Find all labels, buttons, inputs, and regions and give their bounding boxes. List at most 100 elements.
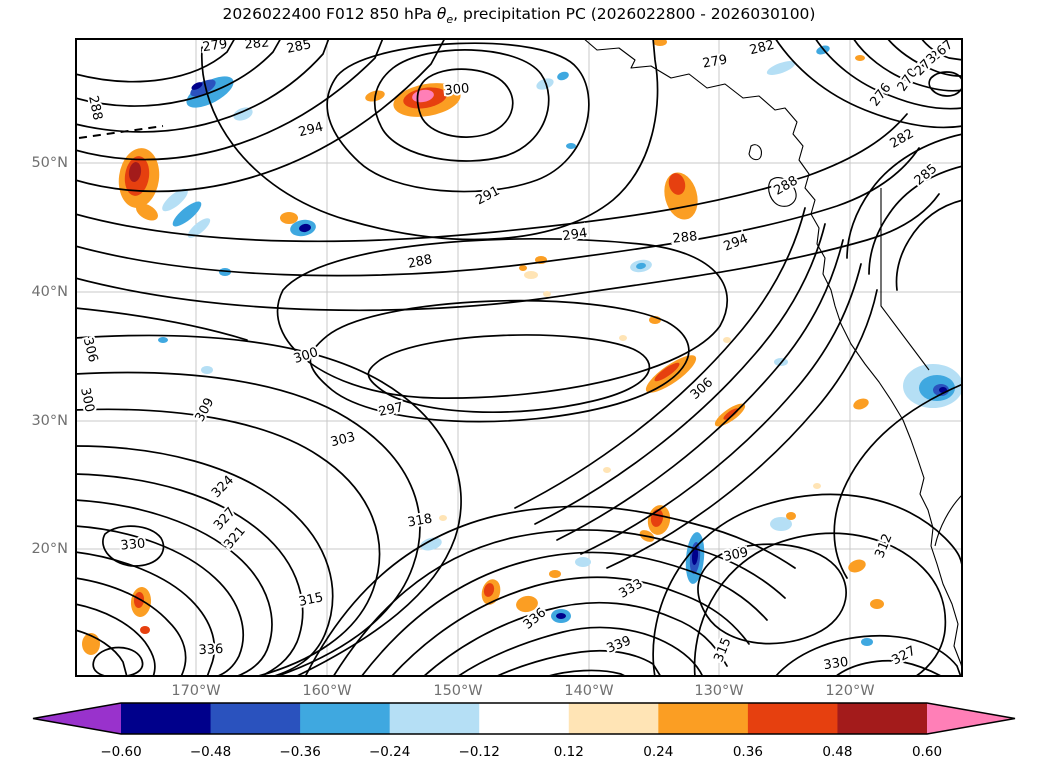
contour-label: 300 (77, 386, 97, 413)
colorbar: −0.60 −0.48 −0.36 −0.24 −0.12 0.12 0.24 0.36 0.4… (32, 702, 1016, 760)
anomaly-blob (557, 71, 569, 81)
anomaly-blob (853, 398, 869, 410)
anomaly-blob (133, 592, 145, 608)
contour-label: 315 (297, 590, 324, 610)
colorbar-segment (479, 703, 570, 734)
anomaly-blob (636, 262, 646, 270)
anomaly-blob (870, 599, 884, 609)
axes-frame (75, 38, 963, 677)
shaded-anomaly-regions (82, 38, 963, 655)
colorbar-segment (300, 703, 391, 734)
x-tick-label: 150°W (433, 683, 483, 699)
anomaly-blob (516, 595, 538, 613)
contour-label: 330 (120, 536, 146, 553)
anomaly-blob (519, 265, 527, 271)
anomaly-blob (813, 483, 821, 489)
anomaly-blob (566, 143, 576, 149)
anomaly-blob (855, 55, 865, 61)
colorbar-tick-label: −0.36 (279, 744, 320, 760)
anomaly-blob (172, 201, 202, 227)
anomaly-blob (786, 512, 796, 520)
contour-label: 279 (202, 38, 229, 55)
anomaly-blob (603, 467, 611, 473)
anomaly-blob (162, 188, 188, 212)
anomaly-blob (524, 271, 538, 279)
colorbar-tick-label: 0.48 (822, 744, 852, 760)
anomaly-blob (549, 570, 561, 578)
anomaly-blob (187, 218, 211, 238)
x-tick-label: 120°W (825, 683, 875, 699)
anomaly-blob (543, 291, 551, 297)
colorbar-tick-label: −0.24 (369, 744, 410, 760)
anomaly-blob (201, 366, 213, 374)
anomaly-blob (191, 82, 203, 90)
contour-label: 282 (244, 38, 270, 53)
anomaly-blob (136, 203, 158, 221)
anomaly-blob (619, 335, 627, 341)
x-tick-label: 130°W (694, 683, 744, 699)
colorbar-segment (747, 703, 838, 734)
anomaly-blob (723, 408, 739, 420)
anomaly-blob (723, 337, 731, 343)
anomaly-blob (233, 107, 253, 121)
anomaly-blob (140, 626, 150, 634)
anomaly-blob (556, 613, 566, 619)
colorbar-tick-label: −0.60 (100, 744, 141, 760)
anomaly-blob (654, 362, 680, 382)
anomaly-blob (280, 212, 298, 224)
contour-label: 309 (722, 545, 749, 565)
map-background (75, 38, 963, 677)
anomaly-blob (439, 515, 447, 521)
x-tick-label: 160°W (302, 683, 352, 699)
colorbar-segment (837, 703, 928, 734)
theta-e-contours (75, 38, 963, 677)
colorbar-over-arrow (927, 703, 1015, 734)
y-tick-label: 30°N (31, 413, 68, 429)
colorbar-tick-label: −0.48 (190, 744, 231, 760)
anomaly-blob (575, 557, 591, 567)
contour-label: 288 (406, 252, 433, 272)
anomaly-blob (219, 268, 231, 276)
colorbar-under-arrow (33, 703, 121, 734)
colorbar-segment (121, 703, 212, 734)
anomaly-blob (190, 79, 216, 97)
contour-label: 336 (198, 642, 224, 658)
colorbar-tick-label: −0.12 (459, 744, 500, 760)
anomaly-blob (766, 61, 796, 75)
x-tick-label: 170°W (171, 683, 221, 699)
contour-label: 288 (85, 94, 105, 121)
y-tick-label: 20°N (31, 541, 68, 557)
y-tick-label: 40°N (31, 284, 68, 300)
colorbar-segment (210, 703, 301, 734)
anomaly-blob (848, 559, 866, 573)
anomaly-blob (299, 223, 311, 233)
contour-label: 318 (406, 511, 433, 530)
anomaly-blob (158, 337, 168, 343)
anomaly-blob (861, 638, 873, 646)
colorbar-segment (568, 703, 659, 734)
colorbar-segment (658, 703, 749, 734)
contour-label: 330 (823, 655, 850, 673)
colorbar-outline (32, 702, 1016, 735)
chart-title: 2026022400 F012 850 hPa θe, precipitatio… (75, 5, 963, 26)
colorbar-tick-label: 0.60 (912, 744, 942, 760)
colorbar-tick-label: 0.12 (554, 744, 584, 760)
aleutian-islands-dashes (78, 125, 164, 139)
x-tick-label: 140°W (564, 683, 614, 699)
colorbar-tick-label: 0.36 (733, 744, 763, 760)
title-part2: , precipitation PC (2026022800 - 2026030… (453, 5, 816, 23)
contour-label: 297 (377, 400, 404, 420)
anomaly-blob (536, 78, 554, 90)
contour-label: 300 (444, 81, 470, 99)
contour-label: 279 (701, 52, 728, 71)
coastline (78, 38, 963, 673)
anomaly-blob (128, 162, 142, 182)
colorbar-segment (389, 703, 480, 734)
anomaly-blob (483, 583, 495, 597)
title-part1: 2026022400 F012 850 hPa (222, 5, 437, 23)
y-tick-label: 50°N (31, 155, 68, 171)
anomaly-blob (668, 173, 686, 195)
contour-label: 294 (562, 226, 589, 244)
